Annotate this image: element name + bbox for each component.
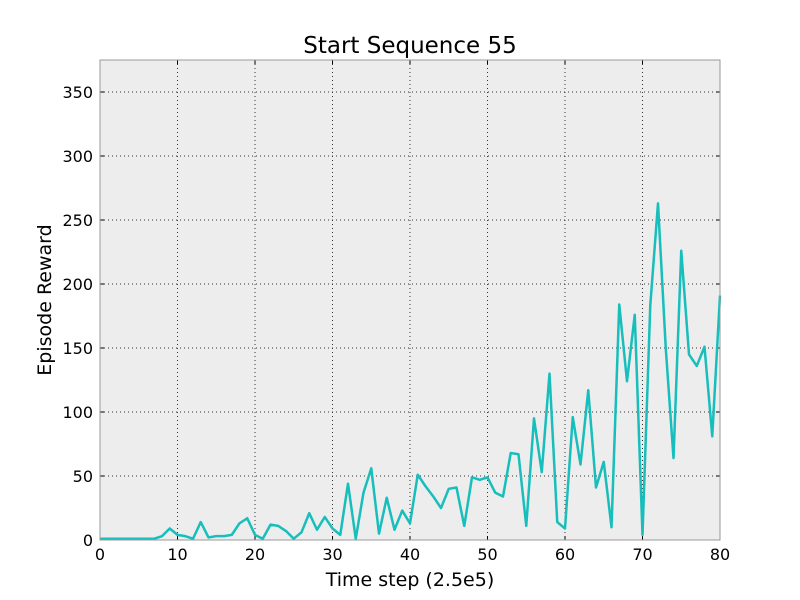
- y-tick-label: 350: [62, 83, 93, 102]
- x-tick-label: 60: [555, 545, 575, 564]
- x-tick-label: 20: [245, 545, 265, 564]
- chart-title: Start Sequence 55: [303, 33, 517, 59]
- series-line: [100, 202, 722, 540]
- x-tick-label: 80: [710, 545, 730, 564]
- y-tick-label: 300: [62, 147, 93, 166]
- tick-labels: 0 10 20 30 40 50 60 70 80 0 50 100 150 200 250 300 350: [62, 83, 730, 564]
- x-tick-label: 30: [322, 545, 342, 564]
- y-tick-label: 0: [83, 531, 93, 550]
- y-tick-label: 100: [62, 403, 93, 422]
- x-tick-label: 70: [632, 545, 652, 564]
- x-tick-label: 40: [400, 545, 420, 564]
- x-tick-label: 10: [167, 545, 187, 564]
- x-tick-label: 0: [95, 545, 105, 564]
- y-tick-label: 150: [62, 339, 93, 358]
- y-tick-label: 50: [73, 467, 93, 486]
- x-axis-title: Time step (2.5e5): [325, 569, 495, 591]
- x-tick-label: 50: [477, 545, 497, 564]
- y-axis-title: Episode Reward: [34, 224, 56, 375]
- y-tick-label: 250: [62, 211, 93, 230]
- y-tick-label: 200: [62, 275, 93, 294]
- plot-frame: [99, 59, 721, 541]
